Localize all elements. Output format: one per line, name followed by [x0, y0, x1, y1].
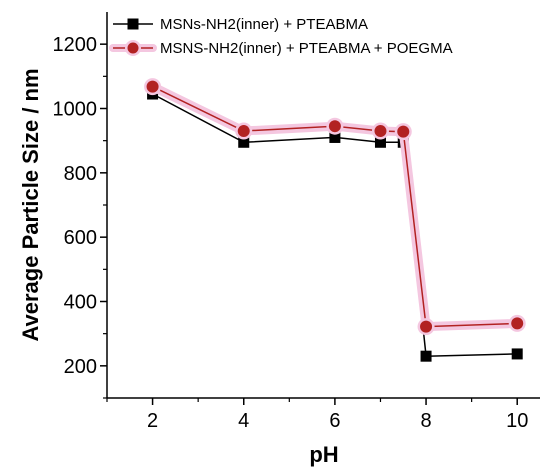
legend-label: MSNS-NH2(inner) + PTEABMA + POEGMA — [160, 40, 453, 57]
data-point-circle — [146, 80, 159, 93]
y-tick-label: 1200 — [53, 34, 98, 56]
x-tick-label: 2 — [147, 410, 158, 432]
x-tick-label: 6 — [329, 410, 340, 432]
data-point-circle — [420, 320, 433, 333]
data-point-circle — [237, 125, 250, 138]
y-tick-label: 400 — [64, 292, 97, 314]
y-tick-label: 800 — [64, 163, 97, 185]
series-layer — [144, 78, 526, 362]
y-axis-title: Average Particle Size / nm — [18, 68, 43, 341]
legend-marker-circle — [127, 42, 139, 54]
legend-marker-square — [127, 18, 139, 30]
data-point-square — [420, 350, 432, 362]
data-point-square — [511, 348, 523, 360]
series-2 — [144, 78, 526, 336]
x-axis-title: pH — [309, 442, 338, 467]
legend-label: MSNs-NH2(inner) + PTEABMA — [160, 16, 368, 33]
data-point-square — [374, 136, 386, 148]
legend: MSNs-NH2(inner) + PTEABMA MSNS-NH2(inner)… — [109, 16, 453, 57]
x-tick-label: 4 — [238, 410, 249, 432]
y-tick-label: 1000 — [53, 99, 98, 121]
data-point-circle — [397, 125, 410, 138]
data-point-circle — [328, 120, 341, 133]
data-point-circle — [511, 317, 524, 330]
axes — [106, 12, 540, 399]
x-tick-label: 8 — [420, 410, 431, 432]
data-point-square — [329, 131, 341, 143]
ticks: 200 400 600 800 1000 1200 2 4 6 8 10 — [53, 34, 529, 432]
y-tick-label: 600 — [64, 227, 97, 249]
x-tick-label: 10 — [506, 410, 528, 432]
legend-item: MSNs-NH2(inner) + PTEABMA — [113, 16, 368, 33]
y-tick-label: 200 — [64, 356, 97, 378]
data-point-circle — [374, 125, 387, 138]
data-point-square — [238, 136, 250, 148]
legend-item: MSNS-NH2(inner) + PTEABMA + POEGMA — [109, 40, 453, 57]
